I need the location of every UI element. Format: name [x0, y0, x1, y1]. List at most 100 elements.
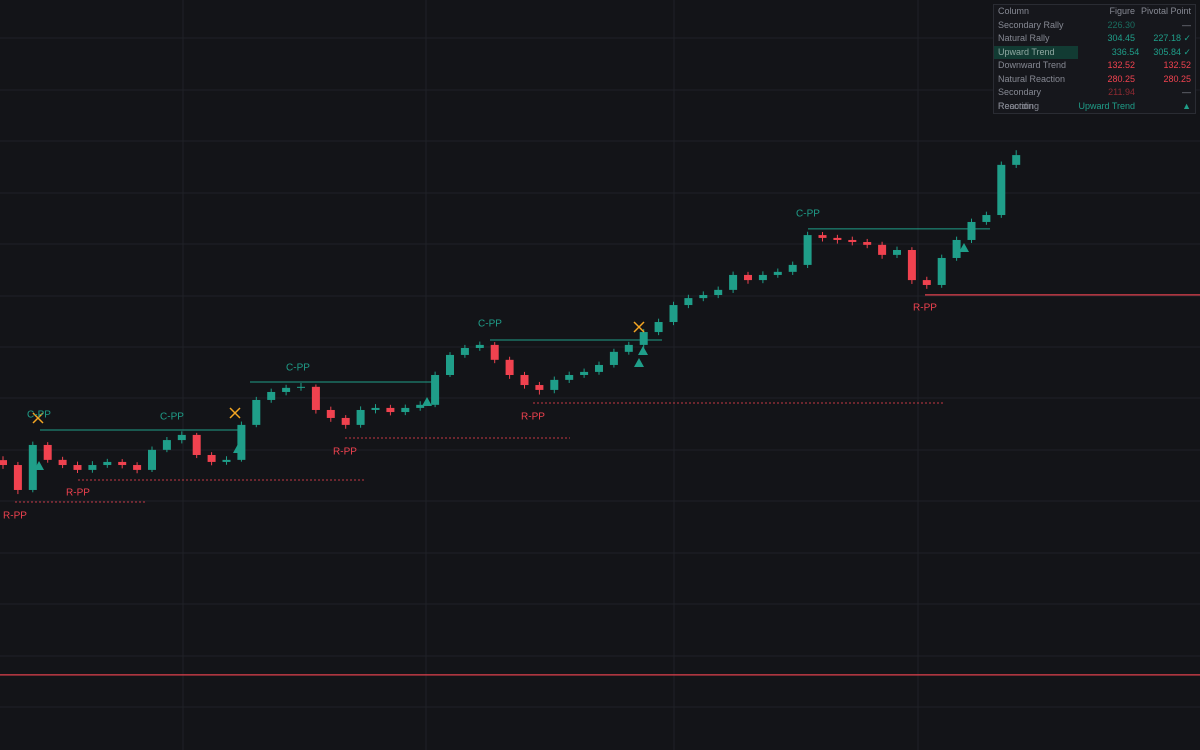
candle — [371, 404, 380, 414]
candle-body — [922, 280, 931, 285]
candle — [162, 436, 171, 453]
candle-body — [13, 465, 22, 490]
candle — [520, 371, 529, 389]
candle-body — [475, 344, 484, 348]
candle-body — [237, 424, 246, 460]
candle — [535, 381, 544, 395]
trend-triangle — [34, 461, 44, 470]
candle-body — [1012, 155, 1021, 165]
table-row: Upward Trend 336.54 305.84 ✓ — [994, 45, 1195, 59]
candle-body — [699, 295, 708, 299]
cross-marker — [633, 321, 645, 333]
candle — [133, 462, 142, 474]
candle-body — [982, 215, 991, 222]
trend-triangle — [634, 358, 644, 367]
candle — [788, 261, 797, 275]
pivot-label: C-PP — [796, 209, 820, 220]
table-cell: 227.18 ✓ — [1153, 33, 1191, 43]
table-cell: Upward Trend — [1078, 100, 1135, 111]
table-cell: Downward Trend — [998, 60, 1067, 70]
candle — [222, 456, 231, 465]
pivot-label: C-PP — [160, 412, 184, 423]
candle-body — [326, 409, 335, 418]
pivot-label: C-PP — [478, 319, 502, 330]
table-cell: Natural Rally — [998, 33, 1050, 43]
candle — [237, 421, 246, 462]
candle — [58, 456, 67, 469]
candle — [43, 442, 52, 463]
candle — [863, 238, 872, 249]
candle — [654, 318, 663, 336]
pivot-label: R-PP — [66, 488, 90, 499]
candle-body — [937, 257, 946, 285]
candle — [490, 342, 499, 364]
pivot-label: R-PP — [3, 511, 27, 522]
candle — [356, 406, 365, 428]
table-row: Natural Reaction 280.25 280.25 — [994, 73, 1195, 87]
table-cell: Natural Reaction — [998, 73, 1066, 84]
cross-marker — [229, 407, 241, 419]
candle — [967, 218, 976, 244]
candle-body — [654, 322, 663, 333]
candle — [952, 236, 961, 261]
table-cell: 132.52 — [1163, 60, 1191, 70]
table-cell: — — [1182, 87, 1191, 97]
candle — [833, 234, 842, 244]
status-table: Column Figure Pivotal Point Secondary Ra… — [993, 4, 1196, 114]
candle-body — [580, 371, 589, 375]
candle-body — [282, 387, 291, 392]
candle-body — [267, 391, 276, 400]
candle — [460, 344, 469, 358]
candle — [580, 368, 589, 378]
candle-body — [624, 344, 633, 352]
candle — [267, 388, 276, 403]
trend-triangle — [959, 243, 969, 252]
pivot-label: C-PP — [286, 363, 310, 374]
candle-body — [28, 444, 37, 490]
table-cell: Secondary Reaction — [998, 87, 1042, 111]
candle — [699, 291, 708, 302]
candle — [326, 406, 335, 422]
table-cell: 336.54 — [1111, 46, 1140, 57]
candle-body — [520, 375, 529, 386]
candle-body — [967, 221, 976, 240]
trend-triangle — [233, 444, 243, 453]
candle-body — [88, 465, 97, 470]
candle-body — [788, 264, 797, 272]
table-cell: — — [1182, 19, 1191, 30]
table-cell: Recording — [998, 100, 1040, 111]
candle — [177, 431, 186, 444]
candle-body — [416, 404, 425, 408]
candle-body — [565, 375, 574, 380]
candle-body — [744, 274, 752, 281]
candle-body — [43, 444, 52, 460]
table-header: Column Figure Pivotal Point — [994, 5, 1195, 19]
header-cell: Pivotal Point — [1140, 6, 1191, 16]
candle — [88, 461, 97, 473]
candle-body — [207, 454, 216, 462]
candle-body — [222, 459, 231, 462]
table-cell: 305.84 ✓ — [1153, 46, 1191, 57]
candle — [475, 341, 484, 351]
header-cell: Column — [998, 6, 1030, 16]
candle — [431, 371, 440, 408]
table-row: Natural Rally 304.45 227.18 ✓ — [994, 32, 1195, 46]
candle-body — [0, 460, 7, 466]
candle — [669, 301, 678, 326]
candle — [878, 241, 887, 259]
table-cell: 226.30 — [1107, 19, 1135, 30]
candle — [744, 271, 752, 284]
candle — [773, 268, 782, 278]
candle-body — [446, 354, 454, 375]
candle-body — [609, 351, 618, 365]
candle-body — [714, 289, 723, 296]
candle-body — [893, 250, 901, 255]
candle-body — [490, 344, 499, 360]
candle — [192, 432, 201, 459]
table-cell: ▲ — [1182, 100, 1191, 111]
candle — [73, 461, 82, 473]
candle-body — [758, 274, 767, 281]
candle — [341, 415, 350, 429]
candle — [624, 341, 633, 355]
candle-body — [803, 235, 812, 265]
